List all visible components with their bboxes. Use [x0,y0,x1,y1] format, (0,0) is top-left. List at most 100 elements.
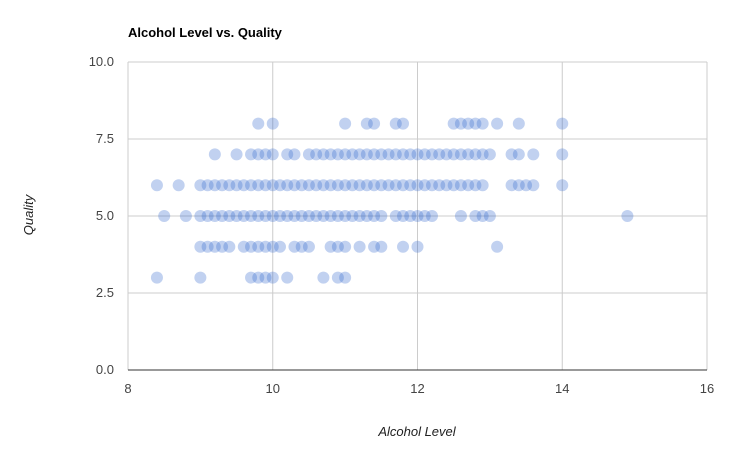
data-point [245,179,258,192]
data-point [331,271,344,284]
data-point [512,179,525,192]
data-point [273,240,286,253]
data-point [505,179,518,192]
data-point [469,210,482,222]
data-point [462,179,475,192]
data-point [179,210,192,222]
y-tick-label: 10.0 [89,54,114,69]
data-point [520,179,533,192]
data-point [194,271,207,284]
data-point [331,179,344,192]
data-point [339,210,352,222]
data-point [397,240,410,253]
data-point [324,148,337,161]
data-point [324,210,337,222]
data-point [476,179,489,192]
x-tick-label: 14 [555,381,569,396]
data-point [346,148,359,161]
data-point [462,117,475,130]
data-point [440,148,453,161]
data-point [527,179,540,192]
data-point [150,271,163,284]
data-point [339,117,352,130]
data-point [411,240,424,253]
data-point [353,210,366,222]
data-point [476,117,489,130]
data-point [447,117,460,130]
data-point [389,179,402,192]
data-point [302,148,315,161]
data-point [237,210,250,222]
data-point [397,117,410,130]
data-point [397,210,410,222]
data-point [223,179,236,192]
data-point [425,210,438,222]
data-point [360,210,373,222]
data-point [353,240,366,253]
data-point [331,240,344,253]
data-point [208,240,221,253]
y-tick-label: 5.0 [96,208,114,223]
data-point [375,179,388,192]
data-point [411,210,424,222]
data-point [317,148,330,161]
data-point [259,179,272,192]
data-point [491,117,504,130]
data-point [527,148,540,161]
data-point [295,240,308,253]
data-point [288,148,301,161]
data-point [288,210,301,222]
data-point [295,179,308,192]
data-point [208,210,221,222]
data-point [172,179,185,192]
data-point [317,210,330,222]
data-point [252,148,265,161]
data-point [404,210,417,222]
data-point [353,148,366,161]
data-point [230,179,243,192]
data-point [375,240,388,253]
data-point [418,179,431,192]
y-axis-title: Quality [21,193,36,235]
x-axis-title: Alcohol Level [377,424,456,439]
data-point [339,179,352,192]
data-point [324,179,337,192]
data-point [454,148,467,161]
data-point [621,210,634,222]
data-point [317,179,330,192]
data-point [259,210,272,222]
data-point [194,210,207,222]
y-tick-label: 2.5 [96,285,114,300]
data-point [447,148,460,161]
data-point [201,179,214,192]
data-point [295,210,308,222]
data-point [368,117,381,130]
data-point [259,240,272,253]
data-point [360,117,373,130]
data-point [281,179,294,192]
data-point [252,179,265,192]
data-point [230,210,243,222]
data-point [339,148,352,161]
data-point [375,210,388,222]
data-point [194,179,207,192]
data-point [266,271,279,284]
data-point [201,210,214,222]
y-axis-ticks: 0.0 2.5 5.0 7.5 10.0 [89,54,114,377]
data-point [259,148,272,161]
data-point [556,179,569,192]
data-point [273,210,286,222]
data-point [288,240,301,253]
data-point [302,240,315,253]
y-tick-label: 0.0 [96,362,114,377]
data-point [397,179,410,192]
data-point [454,210,467,222]
data-point [404,148,417,161]
data-point [252,240,265,253]
data-point [368,148,381,161]
data-point [237,179,250,192]
data-point [302,210,315,222]
data-point [252,210,265,222]
